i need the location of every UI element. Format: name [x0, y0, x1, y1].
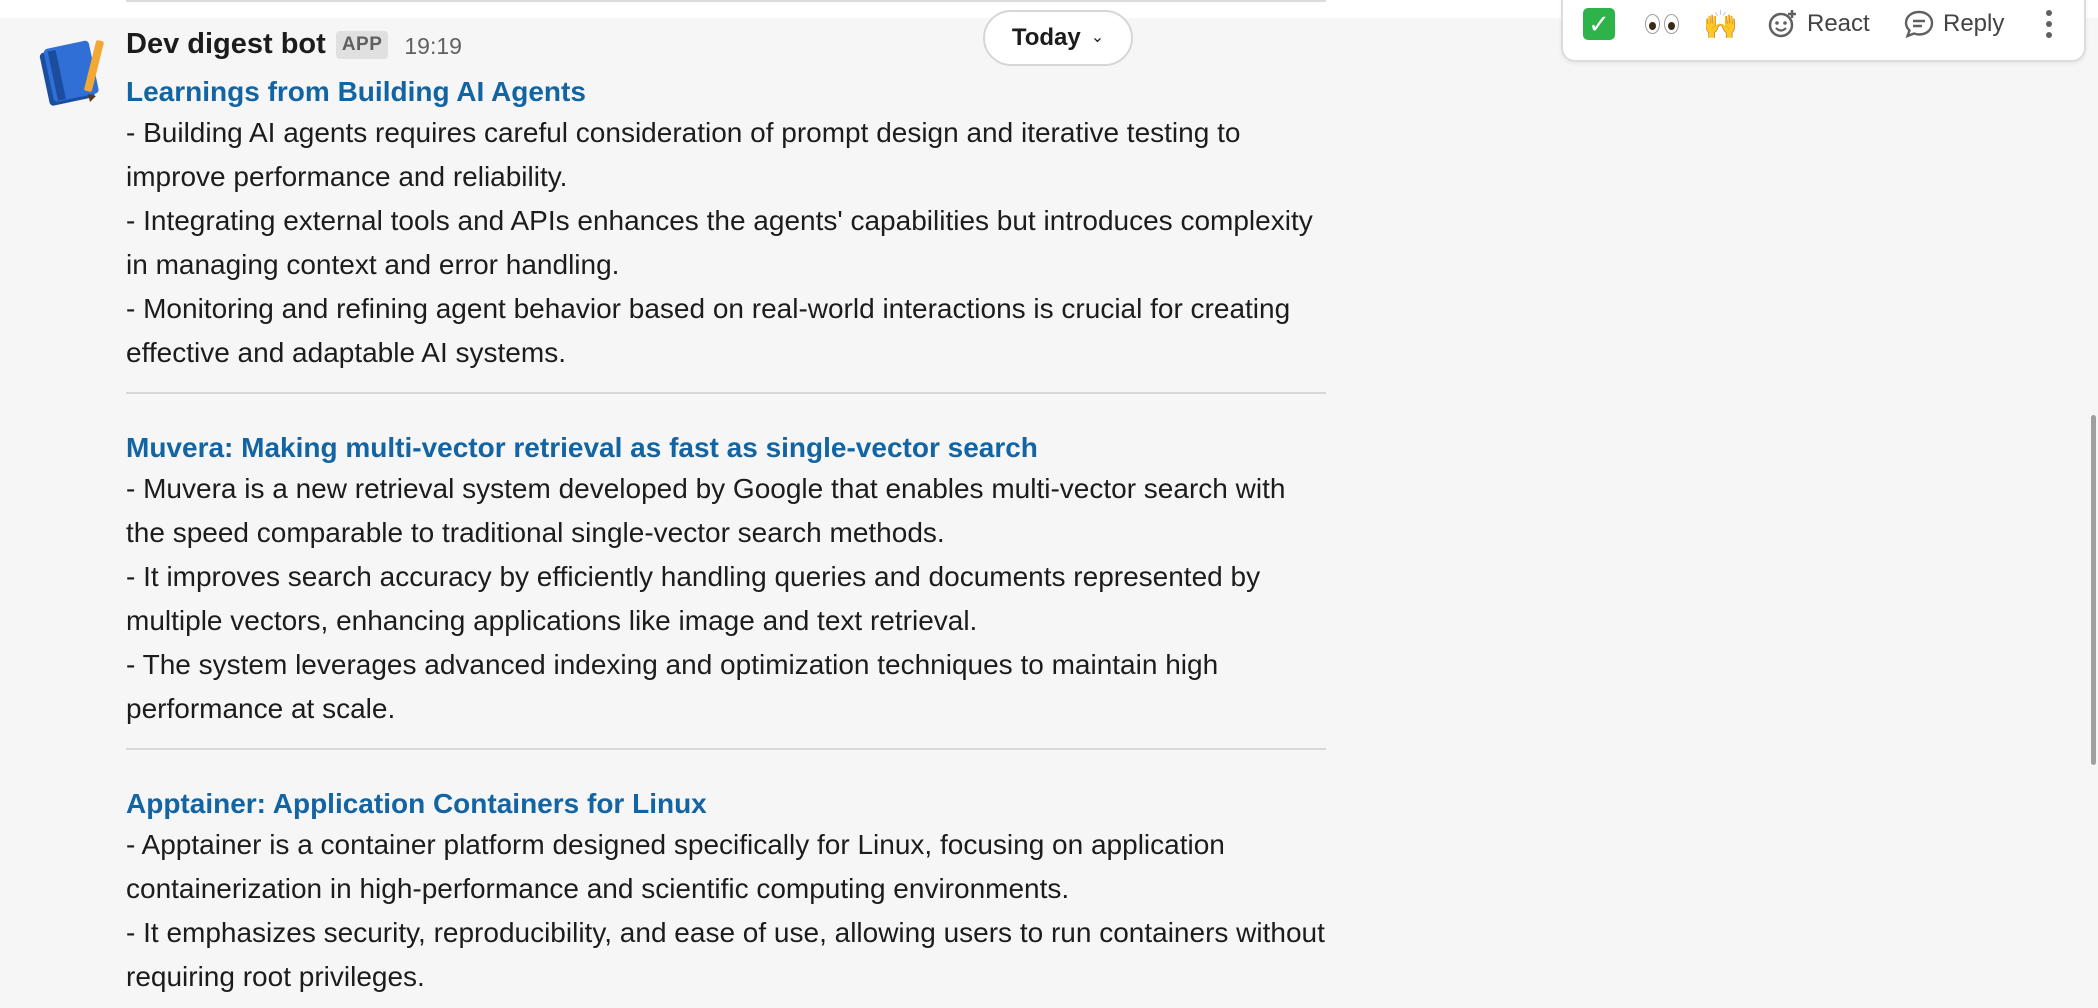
react-button[interactable]: React	[1767, 0, 1870, 50]
article-summary: - Apptainer is a container platform desi…	[126, 823, 1326, 999]
check-mark-icon: ✓	[1583, 8, 1615, 40]
more-actions-button[interactable]	[2041, 0, 2057, 50]
date-divider-button[interactable]: Today ⌄	[983, 10, 1133, 66]
article-divider	[126, 392, 1326, 394]
scrollbar-thumb[interactable]	[2091, 415, 2096, 765]
raised-hands-icon: 🙌	[1703, 8, 1738, 40]
article-divider	[126, 748, 1326, 750]
article-item: Learnings from Building AI Agents - Buil…	[126, 73, 1326, 394]
summary-bullet: - Integrating external tools and APIs en…	[126, 205, 1313, 280]
author-name[interactable]: Dev digest bot	[126, 28, 326, 60]
message-body: Learnings from Building AI Agents - Buil…	[126, 73, 1326, 999]
article-title-link[interactable]: Apptainer: Application Containers for Li…	[126, 788, 707, 819]
article-item: Apptainer: Application Containers for Li…	[126, 785, 1326, 999]
app-badge: APP	[335, 30, 389, 59]
reply-button[interactable]: Reply	[1903, 0, 2004, 50]
message-timestamp[interactable]: 19:19	[404, 33, 462, 59]
add-reaction-icon	[1768, 10, 1796, 38]
summary-bullet: - Muvera is a new retrieval system devel…	[126, 473, 1286, 548]
react-eyes-button[interactable]	[1645, 0, 1679, 50]
summary-bullet: - Building AI agents requires careful co…	[126, 117, 1241, 192]
article-title-link[interactable]: Muvera: Making multi-vector retrieval as…	[126, 432, 1038, 463]
article-summary: - Building AI agents requires careful co…	[126, 111, 1326, 375]
notebook-icon[interactable]	[38, 34, 110, 106]
react-check-button[interactable]: ✓	[1583, 0, 1615, 50]
summary-bullet: - It improves search accuracy by efficie…	[126, 561, 1261, 636]
summary-bullet: - It emphasizes security, reproducibilit…	[126, 917, 1325, 992]
eyes-icon	[1645, 14, 1679, 34]
previous-message-divider	[126, 0, 1326, 2]
message-actions-toolbar: ✓ 🙌 React Reply	[1561, 0, 2086, 62]
reply-label: Reply	[1943, 10, 2005, 37]
reply-thread-icon	[1904, 10, 1934, 39]
message-header: Dev digest bot APP 19:19	[126, 28, 462, 61]
date-divider-label: Today	[1011, 24, 1081, 51]
article-item: Muvera: Making multi-vector retrieval as…	[126, 429, 1326, 750]
react-raised-hands-button[interactable]: 🙌	[1703, 0, 1738, 50]
more-vertical-icon	[2046, 10, 2052, 38]
chevron-down-icon: ⌄	[1090, 29, 1105, 46]
summary-bullet: - Apptainer is a container platform desi…	[126, 829, 1225, 904]
summary-bullet: - The system leverages advanced indexing…	[126, 649, 1219, 724]
article-title-link[interactable]: Learnings from Building AI Agents	[126, 76, 586, 107]
article-summary: - Muvera is a new retrieval system devel…	[126, 467, 1326, 731]
react-label: React	[1807, 10, 1870, 37]
summary-bullet: - Monitoring and refining agent behavior…	[126, 293, 1291, 368]
